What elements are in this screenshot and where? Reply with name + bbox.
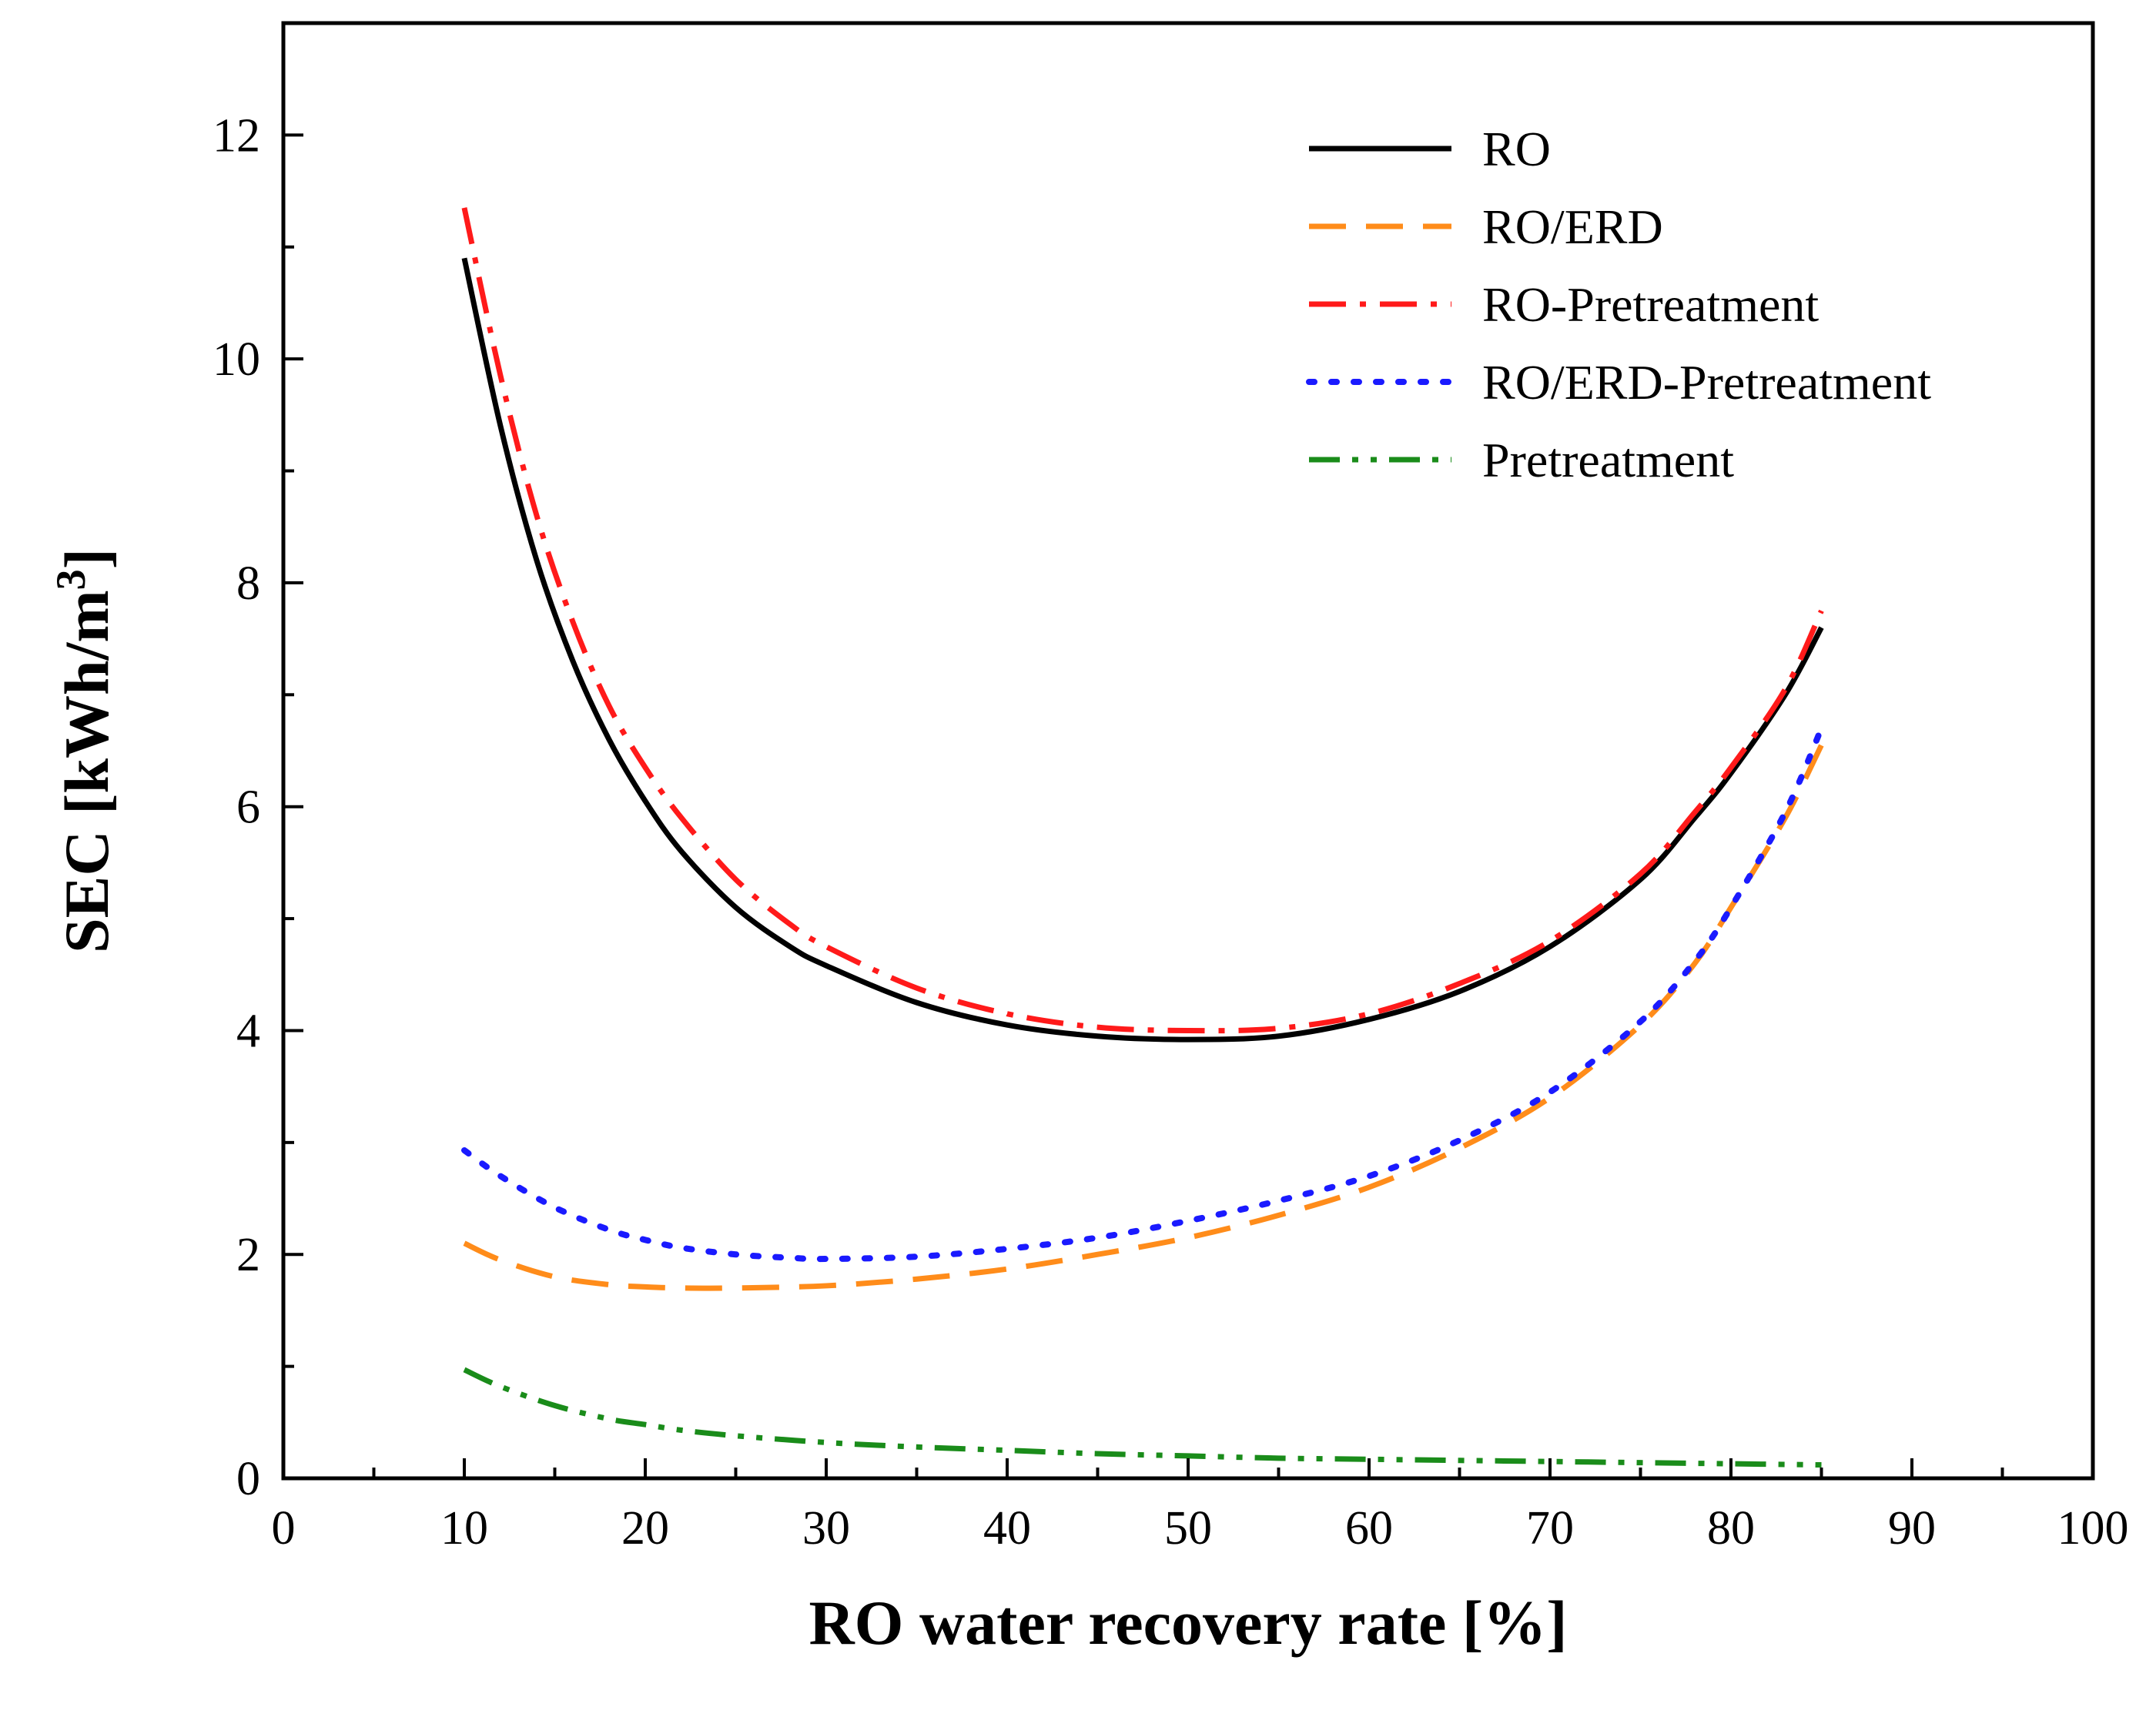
y-tick-label: 4 [236, 1005, 260, 1057]
y-axis-title: SEC [kWh/m3] [48, 548, 122, 953]
legend-label: RO [1482, 122, 1551, 176]
x-tick-label: 40 [983, 1502, 1031, 1555]
y-axis-title-close: ] [52, 548, 122, 569]
x-tick-label: 100 [2057, 1502, 2129, 1555]
x-tick-label: 50 [1164, 1502, 1212, 1555]
legend-label: RO-Pretreatment [1482, 277, 1819, 332]
series-line-ro [461, 257, 1824, 1043]
x-axis-title: RO water recovery rate [%] [808, 1588, 1567, 1658]
y-axis: 0 2 4 6 8 10 12 [213, 22, 303, 1505]
legend-label: RO/ERD-Pretreatment [1482, 355, 1931, 410]
x-tick-label: 80 [1707, 1502, 1755, 1555]
series-line-ro-erd [463, 744, 1824, 1291]
y-axis-title-main: SEC [kWh/m [52, 590, 122, 953]
x-tick-label: 60 [1345, 1502, 1393, 1555]
legend: RO RO/ERD RO-Pretreatment RO/ERD-Pretreatme… [1306, 122, 1931, 487]
x-tick-label: 0 [272, 1502, 296, 1555]
series-line-ro-pretreatment [461, 207, 1824, 1034]
x-tick-label: 90 [1888, 1502, 1936, 1555]
y-tick-label: 8 [236, 557, 260, 610]
y-tick-label: 0 [236, 1453, 260, 1505]
y-tick-label: 12 [213, 109, 260, 162]
x-tick-label: 70 [1526, 1502, 1574, 1555]
x-tick-label: 20 [621, 1502, 669, 1555]
y-tick-label: 2 [236, 1229, 260, 1281]
y-tick-label: 6 [236, 782, 260, 834]
plot-series [461, 207, 1825, 1468]
series-line-pretreatment [463, 1367, 1822, 1468]
y-axis-title-superscript: 3 [48, 569, 94, 590]
x-tick-label: 30 [802, 1502, 850, 1555]
y-tick-label: 10 [213, 333, 260, 386]
legend-label: RO/ERD [1482, 199, 1663, 254]
x-axis: 0 10 20 30 40 50 60 70 80 90 100 [272, 1458, 2129, 1555]
series-line-ro-erd-pretreatment [461, 725, 1825, 1263]
legend-label: Pretreatment [1482, 433, 1734, 487]
x-tick-label: 10 [440, 1502, 488, 1555]
